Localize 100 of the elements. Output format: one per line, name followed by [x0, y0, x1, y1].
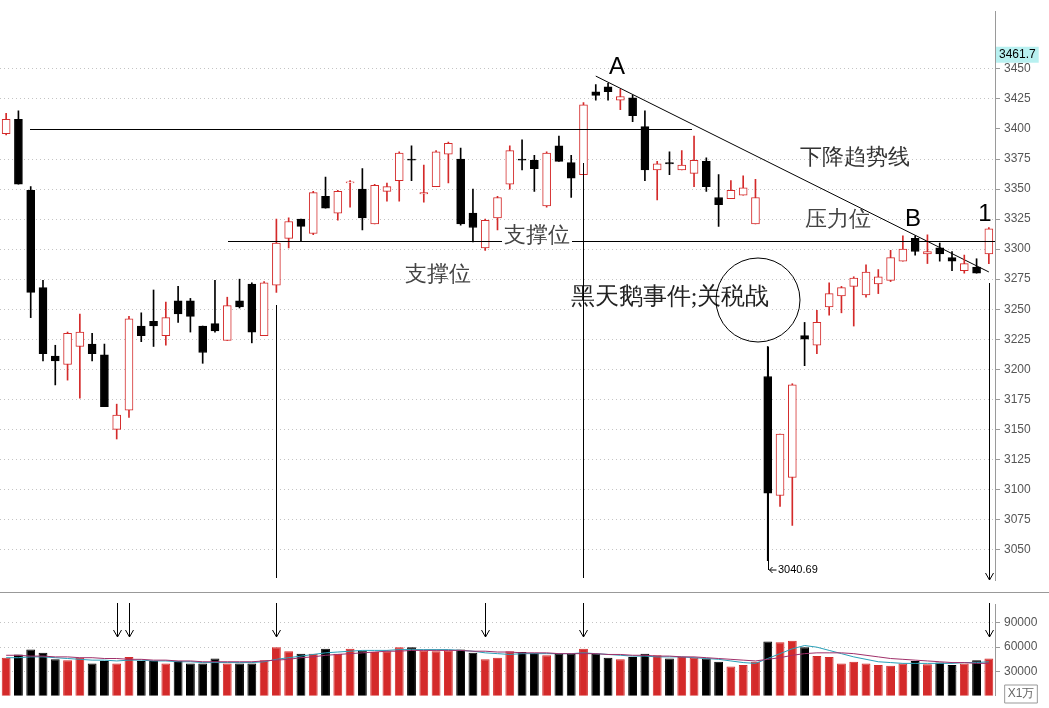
- y-tick-label: 3425: [1004, 91, 1032, 106]
- bar: [837, 663, 846, 696]
- y-tick-label: 3200: [1004, 361, 1032, 376]
- bar: [763, 641, 773, 696]
- candlestick: [419, 164, 429, 203]
- y-tick-label: 3250: [1004, 301, 1032, 316]
- y-tick-label: 3075: [1004, 511, 1032, 526]
- bar: [787, 640, 797, 696]
- bar: [873, 665, 883, 696]
- bar: [554, 653, 564, 696]
- y-tick-label: 3450: [1004, 61, 1032, 76]
- bar: [99, 660, 109, 696]
- candlestick: [210, 280, 220, 333]
- bar: [984, 658, 994, 696]
- bar: [849, 661, 859, 696]
- bar: [161, 663, 171, 696]
- bar: [394, 647, 404, 696]
- annotation: 支撑位: [504, 221, 570, 247]
- candlestick: [345, 180, 355, 208]
- bar: [235, 663, 244, 696]
- y-tick-label: 90000: [1004, 615, 1038, 630]
- candlestick: [652, 161, 662, 201]
- bar: [345, 648, 355, 696]
- y-tick-label: 3275: [1004, 271, 1032, 286]
- candlestick: [75, 313, 85, 399]
- bar: [431, 651, 441, 696]
- bar: [812, 656, 822, 696]
- bar: [935, 662, 945, 696]
- bar: [136, 660, 146, 696]
- bar: [321, 648, 330, 696]
- bar: [628, 656, 638, 696]
- y-tick-label: 3300: [1004, 241, 1032, 256]
- bar: [972, 660, 981, 696]
- bar: [665, 658, 674, 696]
- candlestick: [677, 150, 687, 171]
- bar: [185, 663, 195, 696]
- bar: [886, 665, 896, 696]
- bar: [738, 665, 748, 696]
- bar: [112, 663, 122, 696]
- annotation: B: [904, 203, 922, 231]
- candlestick: [517, 139, 527, 171]
- bar: [910, 660, 920, 696]
- bar: [959, 663, 969, 696]
- bar: [284, 651, 294, 696]
- y-tick-label: 3350: [1004, 181, 1032, 196]
- y-tick-label: 3400: [1004, 121, 1032, 136]
- y-tick-label: 60000: [1004, 639, 1038, 654]
- bar: [271, 647, 281, 696]
- bar: [75, 657, 85, 696]
- y-tick-label: 3325: [1004, 211, 1032, 226]
- bar: [173, 660, 183, 696]
- bar: [370, 652, 380, 696]
- bar: [333, 653, 343, 696]
- bar: [714, 661, 724, 696]
- bar: [529, 652, 539, 696]
- series-label: 下降趋势线: [800, 143, 910, 169]
- y-tick-label: 3375: [1004, 151, 1032, 166]
- bar: [726, 666, 736, 696]
- bar: [357, 650, 367, 696]
- bar: [456, 649, 466, 696]
- bar: [652, 655, 662, 696]
- bar: [640, 653, 650, 696]
- annotation: A: [608, 51, 626, 79]
- text: X1万: [1007, 686, 1035, 701]
- bar: [259, 660, 269, 696]
- bar: [579, 648, 588, 696]
- bar: [419, 650, 429, 696]
- y-tick-label: 3225: [1004, 331, 1032, 346]
- bar: [701, 658, 711, 696]
- bar: [591, 653, 601, 696]
- annotation: 3461.7: [999, 47, 1037, 62]
- bar: [63, 660, 72, 696]
- bar: [800, 647, 810, 696]
- candlestick: [50, 344, 60, 386]
- y-tick-label: 30000: [1004, 663, 1038, 678]
- bar: [407, 647, 416, 696]
- bar: [149, 660, 158, 696]
- bar: [677, 656, 687, 696]
- y-tick-label: 3150: [1004, 421, 1032, 436]
- bar: [923, 664, 932, 696]
- y-tick-label: 3175: [1004, 391, 1032, 406]
- bar: [247, 663, 257, 696]
- bar: [308, 653, 318, 696]
- y-tick-label: 3100: [1004, 481, 1032, 496]
- annotation: 压力位: [805, 205, 871, 231]
- bar: [14, 654, 23, 696]
- bar: [480, 659, 490, 696]
- bar: [26, 649, 36, 696]
- annotation: 3040.69: [778, 563, 818, 576]
- bar: [566, 653, 576, 696]
- bar: [87, 663, 97, 696]
- bar: [505, 651, 515, 696]
- bar: [898, 663, 908, 696]
- bar: [222, 663, 232, 696]
- bar: [751, 661, 760, 696]
- candlestick: [849, 276, 859, 327]
- annotation: 1: [978, 198, 992, 226]
- bar: [50, 659, 60, 696]
- bar: [198, 663, 208, 696]
- y-tick-label: 3125: [1004, 451, 1032, 466]
